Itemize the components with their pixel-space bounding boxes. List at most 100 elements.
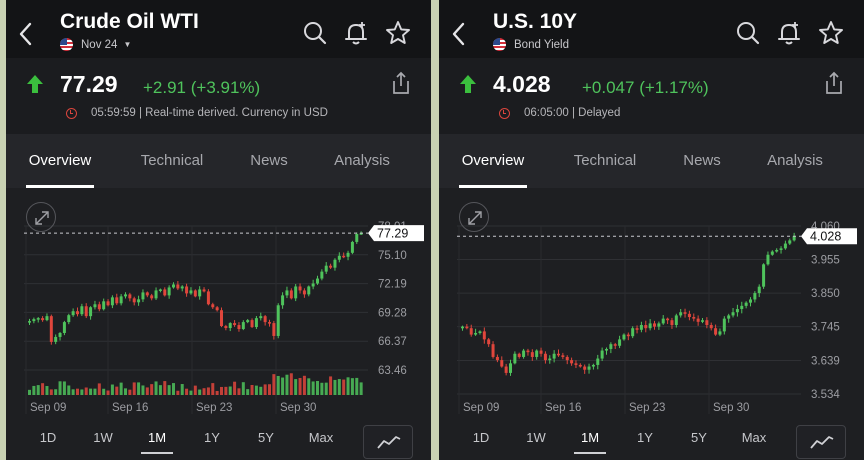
- candle-body: [150, 295, 154, 299]
- volume-bar: [84, 387, 88, 395]
- tab-analysis[interactable]: Analysis: [767, 152, 823, 169]
- volume-bar: [346, 377, 350, 395]
- volume-bar: [350, 378, 354, 395]
- back-arrow-icon[interactable]: [447, 20, 471, 48]
- candle-body: [211, 304, 215, 308]
- market-status: 05:59:59 | Real-time derived. Currency i…: [66, 107, 328, 119]
- candle-body: [246, 320, 250, 323]
- candle-body: [62, 322, 66, 333]
- y-tick-label: 63.46: [378, 365, 407, 377]
- add-alert-bell-icon[interactable]: [343, 20, 369, 46]
- candle-body: [661, 318, 665, 324]
- expand-chart-icon[interactable]: [459, 202, 489, 232]
- back-arrow-icon[interactable]: [14, 20, 38, 48]
- chart-type-button[interactable]: [796, 425, 846, 459]
- range-1y[interactable]: 1Y: [637, 430, 653, 445]
- candle-body: [530, 352, 534, 357]
- candle-body: [346, 252, 350, 257]
- candle-body: [93, 304, 97, 308]
- tab-overview[interactable]: Overview: [459, 134, 527, 188]
- candle-body: [570, 360, 574, 364]
- search-icon[interactable]: [735, 20, 761, 46]
- chart-type-button[interactable]: [363, 425, 413, 459]
- candle-body: [193, 290, 197, 297]
- range-1w[interactable]: 1W: [526, 430, 546, 445]
- volume-bar: [137, 382, 141, 395]
- candle-body: [281, 295, 285, 306]
- expand-chart-icon[interactable]: [26, 202, 56, 232]
- range-1d[interactable]: 1D: [472, 430, 490, 445]
- candle-body: [474, 332, 478, 335]
- candle-body: [180, 286, 184, 289]
- range-1y[interactable]: 1Y: [204, 430, 220, 445]
- watchlist-star-icon[interactable]: [818, 20, 844, 46]
- tab-overview[interactable]: Overview: [26, 134, 94, 188]
- tab-news[interactable]: News: [683, 152, 721, 169]
- range-5y[interactable]: 5Y: [691, 430, 707, 445]
- tab-analysis[interactable]: Analysis: [334, 152, 390, 169]
- volume-bar: [119, 382, 123, 395]
- volume-bar: [241, 382, 245, 395]
- candle-body: [648, 323, 652, 329]
- tab-technical[interactable]: Technical: [140, 152, 204, 169]
- candle-body: [45, 316, 49, 321]
- contract-selector[interactable]: Nov 24 ▼: [60, 38, 131, 51]
- last-price-tag: [801, 228, 857, 245]
- tab-news[interactable]: News: [250, 152, 288, 169]
- volume-bar: [320, 382, 324, 395]
- candle-body: [687, 313, 691, 318]
- volume-bar: [189, 390, 193, 395]
- candle-body: [71, 311, 75, 316]
- watchlist-star-icon[interactable]: [385, 20, 411, 46]
- candle-body: [692, 317, 696, 319]
- candle-body: [461, 326, 464, 329]
- candle-body: [600, 350, 604, 359]
- range-max[interactable]: Max: [741, 430, 767, 445]
- candle-body: [495, 356, 499, 361]
- candle-body: [97, 304, 101, 310]
- volume-bar: [289, 373, 293, 395]
- add-alert-bell-icon[interactable]: [776, 20, 802, 46]
- candle-body: [596, 358, 600, 365]
- share-icon[interactable]: [822, 70, 846, 96]
- candle-body: [679, 312, 683, 316]
- range-1m[interactable]: 1M: [137, 430, 177, 454]
- volume-bar: [158, 385, 162, 395]
- candle-body: [289, 290, 293, 299]
- volume-bar: [298, 377, 302, 395]
- candle-body: [735, 309, 739, 313]
- candle-body: [478, 331, 482, 333]
- candle-body: [189, 290, 193, 294]
- share-icon[interactable]: [389, 70, 413, 96]
- range-1d[interactable]: 1D: [39, 430, 57, 445]
- candle-body: [674, 315, 678, 326]
- candle-body: [228, 323, 232, 329]
- yield-chart[interactable]: 4.060 3.955 3.850 3.745 3.639 3.534 Sep 09 Sep …: [439, 188, 864, 418]
- volume-bar: [202, 388, 206, 395]
- search-icon[interactable]: [302, 20, 328, 46]
- candle-body: [591, 364, 595, 367]
- range-max[interactable]: Max: [308, 430, 334, 445]
- candle-body: [714, 328, 718, 335]
- range-1m[interactable]: 1M: [570, 430, 610, 454]
- volume-bar: [333, 379, 337, 395]
- range-1w[interactable]: 1W: [93, 430, 113, 445]
- volume-bar: [71, 389, 75, 395]
- volume-bar: [215, 390, 219, 395]
- candle-body: [517, 353, 521, 357]
- x-tick-label: Sep 30: [280, 402, 316, 414]
- candle-body: [561, 355, 565, 357]
- range-5y[interactable]: 5Y: [258, 430, 274, 445]
- us-10y-panel: U.S. 10Y Bond Yield 4.028 +0.047 (+1.17%…: [439, 0, 864, 460]
- instrument-title: U.S. 10Y: [493, 10, 578, 33]
- x-tick-label: Sep 16: [112, 402, 148, 414]
- candle-body: [613, 344, 617, 346]
- candle-body: [644, 325, 648, 329]
- candle-body: [355, 234, 359, 242]
- volume-bar: [342, 379, 346, 395]
- candle-body: [548, 358, 552, 361]
- tab-technical[interactable]: Technical: [573, 152, 637, 169]
